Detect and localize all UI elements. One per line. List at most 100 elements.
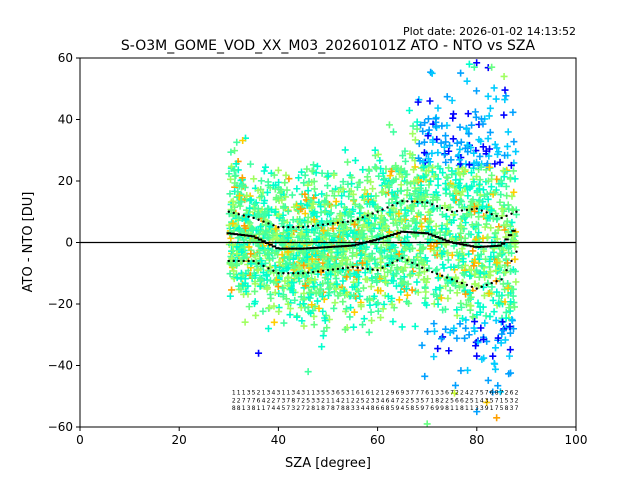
scatter-point — [395, 210, 403, 218]
scatter-point — [497, 177, 505, 185]
scatter-point — [226, 259, 234, 267]
x-axis-ticks: 0 20 40 60 80 100 — [76, 427, 587, 447]
count-label: 8 — [237, 405, 241, 412]
scatter-point — [287, 225, 295, 233]
upper-bound-marker — [495, 214, 498, 218]
scatter-point — [393, 264, 401, 272]
count-label: 5 — [252, 390, 256, 397]
scatter-point — [368, 198, 376, 206]
scatter-point — [291, 263, 299, 271]
scatter-point — [242, 287, 250, 295]
scatter-point — [357, 251, 365, 259]
scatter-point — [454, 262, 462, 270]
lower-bound-marker — [297, 272, 300, 275]
scatter-point — [413, 118, 421, 126]
upper-bound-marker — [302, 225, 305, 229]
scatter-point — [502, 221, 510, 229]
scatter-point — [260, 167, 268, 175]
scatter-point — [474, 299, 482, 307]
count-label: 3 — [267, 390, 271, 397]
scatter-point — [475, 229, 483, 237]
count-label: 8 — [495, 390, 499, 397]
scatter-point — [427, 177, 435, 185]
scatter-point — [259, 269, 267, 277]
scatter-point — [333, 249, 341, 257]
count-label: 7 — [500, 390, 504, 397]
scatter-point — [310, 209, 318, 217]
scatter-point — [359, 321, 367, 329]
count-label: 3 — [485, 397, 489, 404]
scatter-point — [266, 277, 274, 285]
scatter-point — [403, 178, 411, 186]
count-label: 2 — [515, 390, 519, 397]
scatter-point — [415, 154, 423, 162]
scatter-point — [334, 291, 342, 299]
scatter-point — [484, 135, 492, 143]
scatter-point — [365, 328, 373, 336]
count-label: 5 — [505, 397, 509, 404]
scatter-point — [501, 151, 509, 159]
scatter-point — [471, 280, 479, 288]
scatter-point — [326, 210, 334, 218]
scatter-point — [332, 285, 340, 293]
scatter-point — [234, 188, 242, 196]
scatter-point — [420, 276, 428, 284]
upper-bound-marker — [445, 208, 449, 212]
scatter-point — [398, 323, 406, 331]
scatter-point — [502, 255, 510, 263]
scatter-point — [274, 194, 282, 202]
upper-bound-marker — [376, 210, 379, 213]
scatter-point — [235, 282, 243, 290]
scatter-point — [346, 270, 354, 278]
scatter-point — [410, 215, 418, 223]
count-label: 9 — [435, 405, 439, 412]
scatter-point — [282, 171, 290, 179]
scatter-point — [501, 285, 509, 293]
scatter-point — [242, 216, 250, 224]
count-label: 2 — [460, 390, 464, 397]
scatter-point — [457, 69, 465, 77]
scatter-point — [452, 187, 460, 195]
count-label: 7 — [420, 390, 424, 397]
scatter-point — [474, 201, 482, 209]
scatter-point — [424, 208, 432, 216]
scatter-point — [336, 262, 344, 270]
scatter-point — [350, 196, 358, 204]
scatter-point — [464, 148, 472, 156]
scatter-point — [296, 215, 304, 223]
scatter-point — [468, 121, 476, 129]
count-label: 7 — [396, 397, 400, 404]
scatter-point — [506, 346, 514, 354]
outlier-point — [304, 368, 312, 376]
scatter-point — [506, 307, 514, 315]
scatter-point — [453, 334, 461, 342]
scatter-point — [438, 335, 446, 343]
scatter-point — [464, 192, 472, 200]
scatter-point — [476, 269, 484, 277]
scatter-point — [446, 142, 454, 150]
scatter-point — [330, 304, 338, 312]
scatter-point — [241, 275, 249, 283]
scatter-point — [291, 296, 299, 304]
scatter-point — [499, 318, 507, 326]
scatter-point — [442, 138, 450, 146]
scatter-point — [258, 192, 266, 200]
scatter-point — [472, 113, 480, 121]
scatter-point — [436, 284, 444, 292]
count-label: 7 — [450, 390, 454, 397]
scatter-point — [300, 179, 308, 187]
count-label: 3 — [351, 405, 355, 412]
lower-bound-marker — [361, 267, 364, 270]
scatter-point — [303, 253, 311, 261]
scatter-point — [271, 289, 279, 297]
scatter-point — [319, 250, 327, 258]
scatter-point — [442, 213, 450, 221]
scatter-point — [491, 365, 499, 373]
scatter-point — [490, 84, 498, 92]
mean-marker — [230, 232, 235, 235]
scatter-point — [273, 230, 281, 238]
count-label: 2 — [237, 397, 241, 404]
scatter-point — [457, 138, 465, 146]
mean-marker — [268, 243, 273, 246]
